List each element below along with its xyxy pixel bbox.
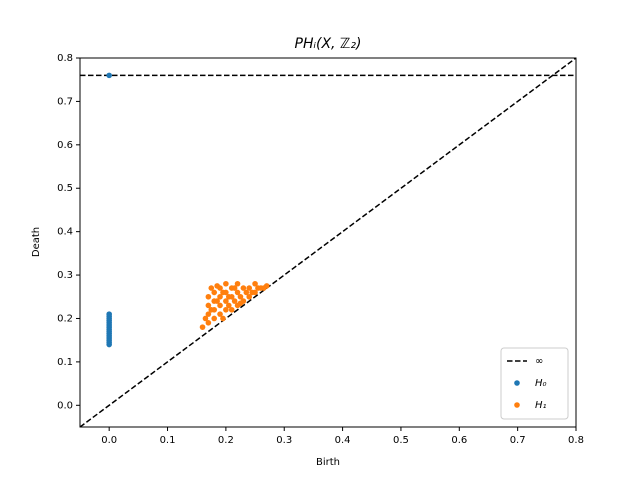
point — [237, 293, 244, 300]
legend-box — [500, 347, 569, 420]
point — [220, 315, 226, 322]
x-tick-label: 0.7 — [510, 435, 526, 446]
point — [205, 320, 212, 326]
point — [243, 289, 250, 296]
legend-label: H₁ — [535, 400, 547, 411]
y-tick-label: 0.5 — [57, 183, 73, 194]
y-tick-label: 0.7 — [57, 96, 73, 107]
point — [214, 298, 220, 304]
point — [217, 293, 223, 300]
y-axis-label: Death — [31, 227, 42, 257]
x-tick-label: 0.5 — [393, 435, 409, 446]
y-tick-label: 0.3 — [57, 270, 73, 281]
y-tick-label: 0.2 — [57, 313, 73, 324]
point — [246, 293, 253, 300]
legend-swatch — [514, 380, 520, 386]
x-tick-label: 0.2 — [218, 435, 234, 446]
point — [205, 293, 212, 300]
point — [205, 302, 212, 309]
point — [263, 283, 270, 289]
point — [240, 285, 247, 291]
y-tick-label: 0.0 — [57, 400, 73, 411]
y-tick-label: 0.8 — [57, 53, 73, 64]
point — [106, 311, 112, 317]
point — [211, 315, 218, 322]
x-tick-label: 0.1 — [160, 435, 176, 446]
point — [208, 306, 215, 313]
diagonal — [80, 58, 576, 427]
x-tick-label: 0.0 — [101, 435, 117, 446]
y-tick-label: 0.6 — [57, 140, 73, 151]
point — [234, 289, 241, 296]
point — [237, 300, 244, 307]
point — [205, 311, 212, 317]
point — [246, 285, 253, 291]
point — [217, 302, 223, 309]
legend-label: H₀ — [535, 378, 547, 389]
point — [106, 72, 112, 79]
point — [223, 280, 229, 287]
y-tick-label: 0.4 — [57, 227, 73, 238]
point — [231, 298, 238, 304]
point — [226, 302, 232, 309]
y-tick-label: 0.1 — [57, 357, 73, 368]
x-tick-label: 0.4 — [335, 435, 351, 446]
legend-swatch — [514, 402, 520, 408]
axes-frame — [79, 57, 577, 428]
x-tick-label: 0.3 — [276, 435, 292, 446]
x-tick-label: 0.8 — [568, 435, 584, 446]
point — [217, 285, 223, 291]
point — [199, 324, 206, 330]
plot-area — [80, 58, 576, 427]
point — [228, 306, 235, 313]
point — [234, 280, 241, 287]
point — [226, 293, 232, 300]
x-tick-label: 0.6 — [451, 435, 467, 446]
point — [252, 289, 258, 296]
legend-label: ∞ — [535, 356, 543, 367]
point — [208, 285, 215, 291]
point — [211, 289, 218, 296]
point — [202, 315, 209, 322]
point — [223, 306, 229, 313]
point — [231, 285, 238, 291]
point — [217, 311, 223, 317]
chart-title: PHᵢ(X, ℤ₂) — [295, 36, 362, 52]
point — [220, 289, 226, 296]
point — [223, 298, 229, 304]
x-axis-label: Birth — [316, 457, 340, 468]
point — [252, 280, 258, 287]
